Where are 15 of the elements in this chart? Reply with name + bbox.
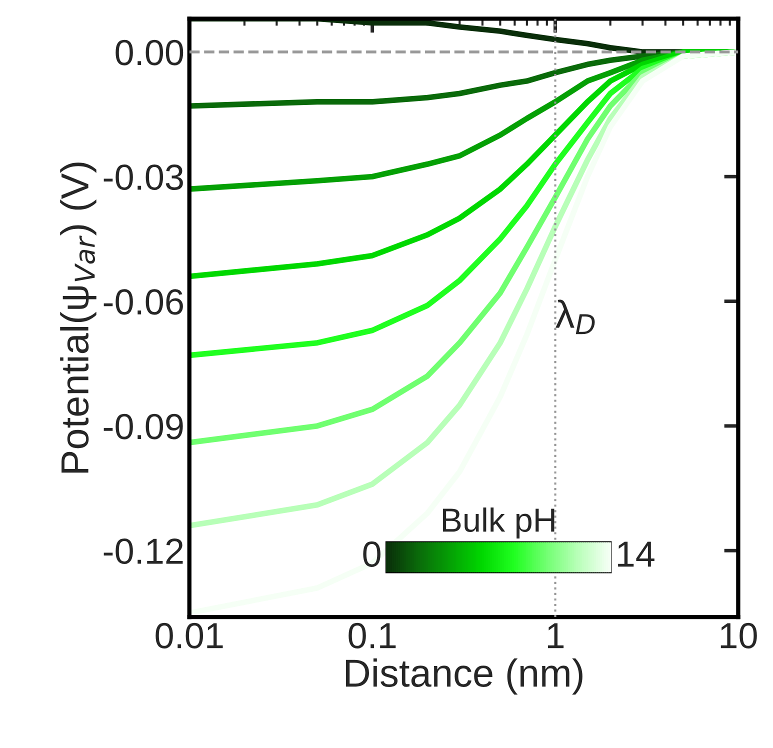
x-tick-label: 1 xyxy=(548,623,564,648)
y-tick-label: -0.06 xyxy=(104,289,183,315)
annotation: 14 xyxy=(618,542,654,567)
y-tick-label: -0.12 xyxy=(104,538,183,564)
x-tick-label: 0.01 xyxy=(156,622,223,648)
x-tick-label: 10 xyxy=(720,622,757,648)
x-axis-title: Distance (nm) xyxy=(346,658,582,695)
annotation: 0 xyxy=(363,541,380,567)
y-tick-label: -0.09 xyxy=(104,414,183,440)
y-tick-label: -0.03 xyxy=(104,164,183,190)
ref-line-label: λ$_{D}$ xyxy=(556,300,595,334)
y-tick-label: 0.00 xyxy=(116,40,184,66)
x-tick-label: 0.1 xyxy=(348,622,396,648)
y-axis-title: Potential(ψ$_{Var}$) (V) xyxy=(60,162,96,473)
color-bar-title: Bulk pH xyxy=(442,507,554,539)
